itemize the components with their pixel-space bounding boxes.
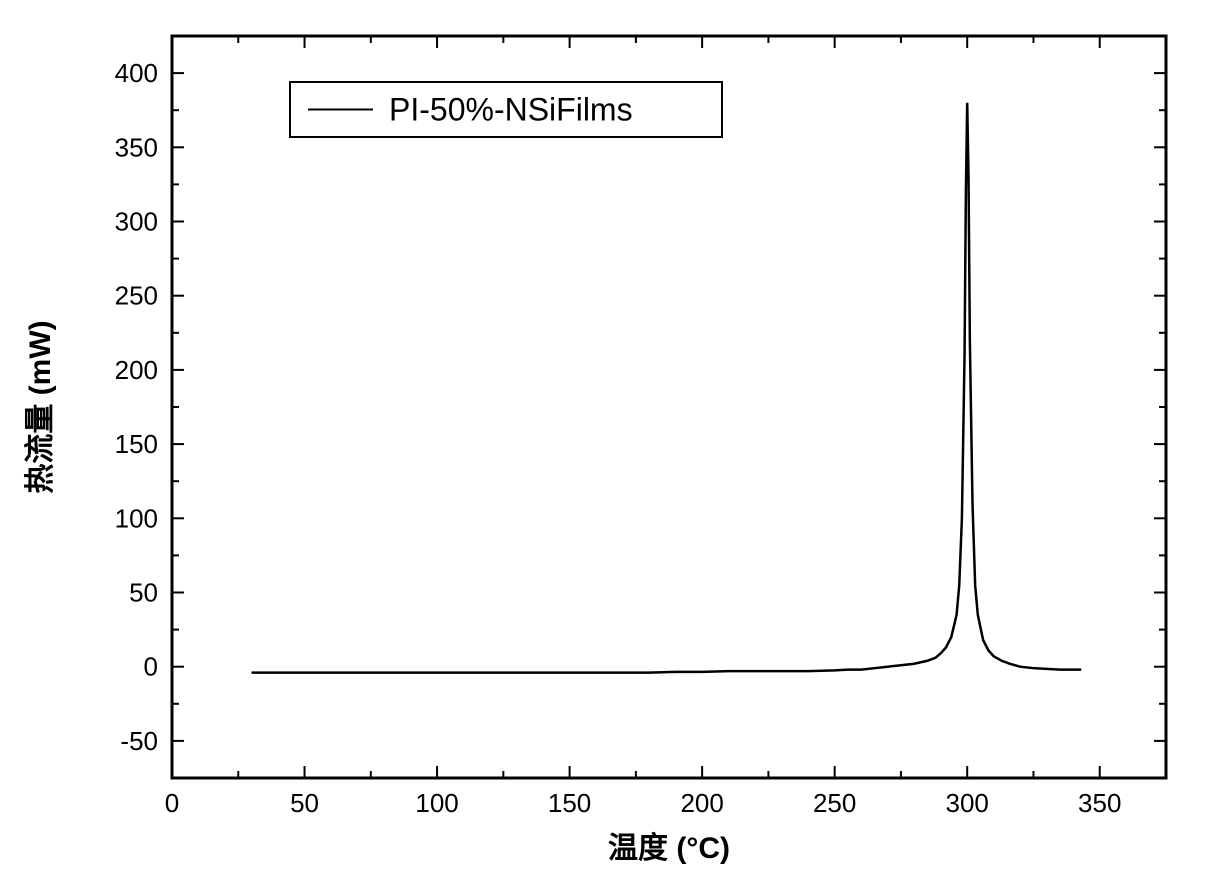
svg-text:400: 400	[115, 58, 158, 88]
svg-text:200: 200	[680, 788, 723, 818]
svg-text:250: 250	[813, 788, 856, 818]
svg-text:温度 (°C): 温度 (°C)	[608, 832, 730, 865]
svg-text:PI-50%-NSiFilms: PI-50%-NSiFilms	[389, 92, 633, 128]
svg-text:150: 150	[115, 429, 158, 459]
svg-text:350: 350	[1078, 788, 1121, 818]
svg-text:0: 0	[165, 788, 179, 818]
svg-text:250: 250	[115, 281, 158, 311]
svg-text:50: 50	[129, 578, 158, 608]
dsc-chart: 0 50 100 150 200 250 300 350 -50 0 50 100 150 200 250 3…	[0, 0, 1206, 886]
svg-text:350: 350	[115, 132, 158, 162]
chart-svg: 0 50 100 150 200 250 300 350 -50 0 50 100 150 200 250 3…	[0, 0, 1206, 886]
svg-text:100: 100	[415, 788, 458, 818]
svg-text:150: 150	[548, 788, 591, 818]
svg-text:300: 300	[115, 207, 158, 237]
svg-text:-50: -50	[120, 726, 158, 756]
svg-text:50: 50	[290, 788, 319, 818]
svg-text:热流量 (mW): 热流量 (mW)	[24, 320, 57, 493]
svg-text:100: 100	[115, 503, 158, 533]
svg-text:300: 300	[946, 788, 989, 818]
svg-text:0: 0	[144, 652, 158, 682]
svg-text:200: 200	[115, 355, 158, 385]
